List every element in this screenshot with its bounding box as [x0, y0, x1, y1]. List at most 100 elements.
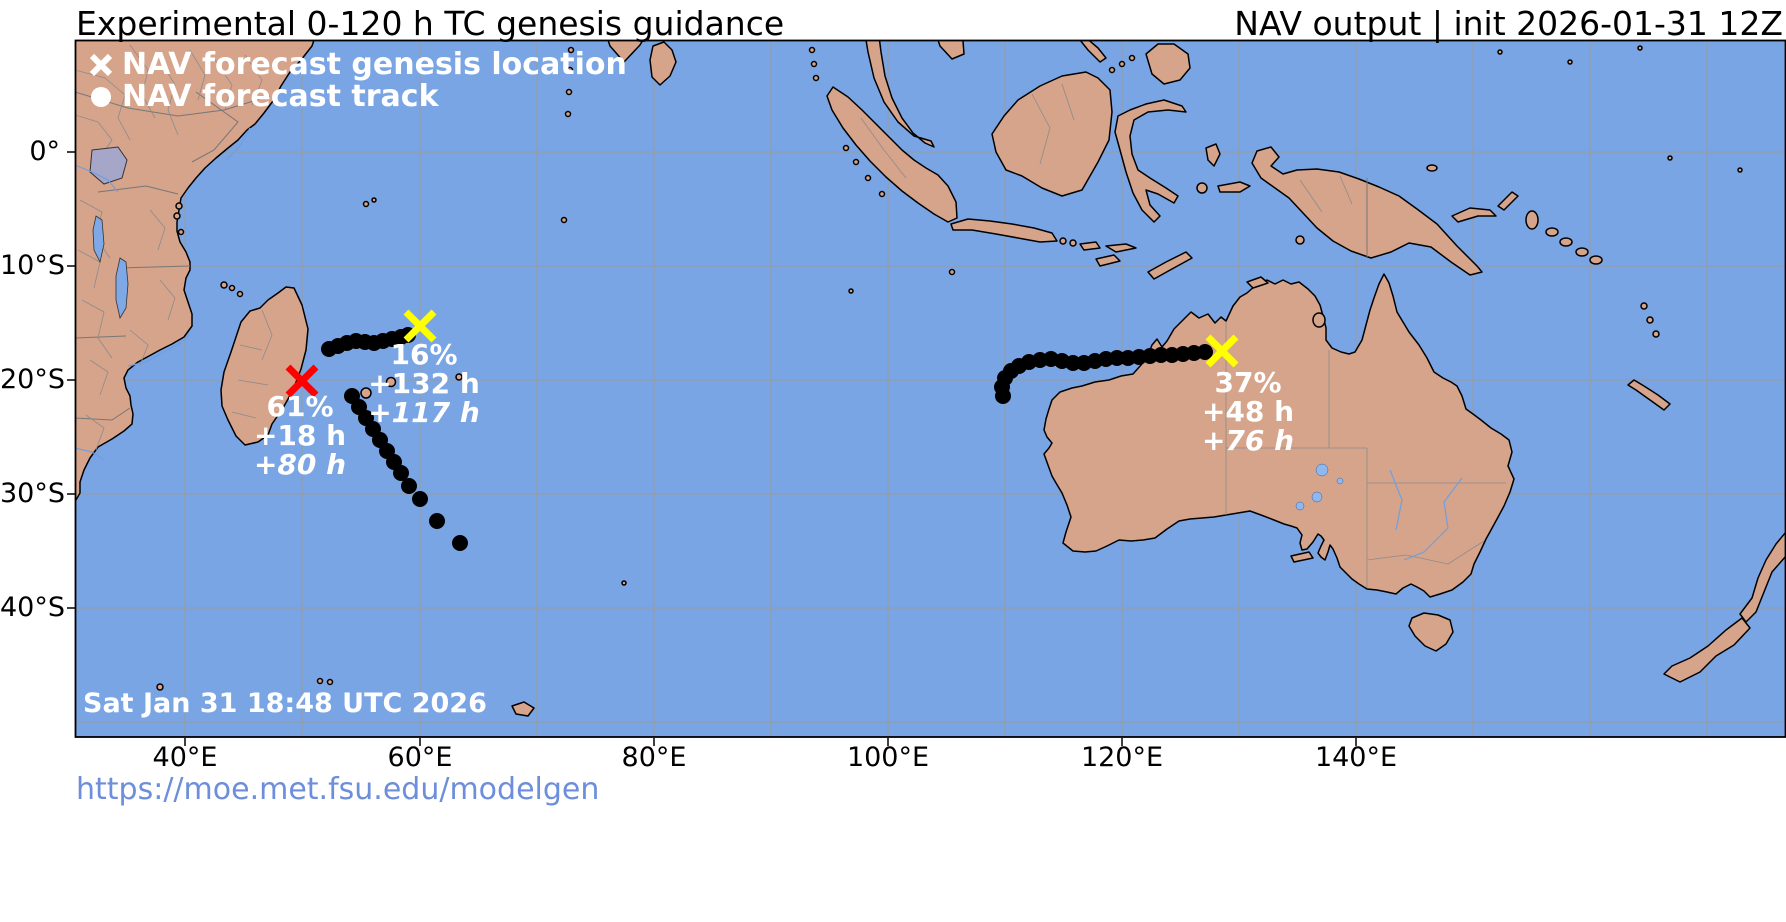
new-caledonia	[1627, 379, 1671, 411]
storm-genesis-hour: +18 h	[253, 419, 347, 452]
java	[950, 218, 1058, 243]
reunion	[360, 387, 372, 399]
sulu-island	[1128, 54, 1136, 62]
lat-tick-label-40s: 40°S	[0, 592, 65, 623]
mafia-island	[177, 228, 185, 236]
track-dot	[1153, 347, 1169, 363]
india-tip	[607, 40, 644, 63]
lon-tick-label-140e: 140°E	[1314, 742, 1398, 773]
maldives-atoll	[565, 88, 573, 96]
modelgen-url-link[interactable]: https://moe.met.fsu.edu/modelgen	[76, 772, 600, 807]
maldives-atoll	[566, 66, 574, 74]
africa-landmass	[75, 40, 315, 504]
seychelles-island	[362, 200, 370, 208]
storm-label-northwest-australia: 37% +48 h +76 h	[1108, 368, 1388, 455]
lon-tick-label-100e: 100°E	[846, 742, 930, 773]
tasmania	[1408, 612, 1454, 652]
micronesia-island	[1637, 45, 1643, 51]
genesis-x-marker	[285, 364, 319, 398]
lake-malawi	[115, 257, 129, 320]
track-dot	[412, 491, 428, 507]
storm-probability: 61%	[266, 390, 334, 423]
lat-tick-label-20s: 20°S	[0, 364, 65, 395]
storm-label-madagascar-east: 16% +132 h +117 h	[284, 340, 564, 427]
genesis-x-marker	[403, 309, 437, 343]
mentawai-island	[842, 144, 850, 152]
kerguelen	[511, 701, 535, 717]
storm-genesis-hour: +132 h	[368, 367, 480, 400]
storm-track-group	[285, 309, 1239, 551]
storm-genesis-hour: +48 h	[1201, 395, 1295, 428]
solomon-island	[1559, 237, 1573, 247]
solomon-island	[1575, 247, 1589, 257]
christmas-island	[948, 268, 956, 276]
new-ireland	[1497, 191, 1519, 211]
comoros-island	[220, 281, 228, 289]
seram	[1217, 181, 1251, 193]
rodrigues	[455, 373, 463, 381]
lombok	[1069, 239, 1077, 247]
palawan	[1079, 40, 1107, 63]
bali	[1059, 237, 1067, 245]
sulu-island	[1118, 60, 1126, 68]
amsterdam-island	[621, 580, 627, 586]
solomon-island	[1545, 227, 1559, 237]
madagascar	[220, 286, 309, 446]
melville-island	[1246, 276, 1269, 289]
sumatra	[826, 86, 958, 223]
nicobar-island	[810, 60, 818, 68]
new-zealand-north-island	[1739, 531, 1786, 623]
country-borders	[75, 91, 1368, 421]
axis-ticks	[67, 151, 1357, 746]
malay-peninsula	[865, 40, 935, 148]
zanzibar	[173, 212, 181, 220]
sulawesi	[1114, 99, 1187, 223]
mentawai-island	[852, 158, 860, 166]
micronesia-island	[1497, 49, 1503, 55]
halmahera	[1205, 143, 1221, 167]
new-britain	[1451, 207, 1497, 223]
inland-water	[75, 127, 1463, 561]
maldives-atoll	[564, 110, 572, 118]
ocean	[75, 40, 1786, 737]
track-dot	[393, 465, 409, 481]
genesis-x-marker	[1205, 334, 1239, 368]
storm-probability: 37%	[1214, 366, 1282, 399]
aru-island	[1295, 235, 1305, 245]
mayotte	[236, 290, 244, 298]
model-init-info: NAV output | init 2026-01-31 12Z	[1234, 4, 1783, 43]
lat-tick-label-30s: 30°S	[0, 478, 65, 509]
lake-victoria	[89, 146, 128, 185]
track-dot	[429, 513, 445, 529]
track-dot	[1065, 355, 1081, 371]
vanuatu-island	[1646, 316, 1654, 324]
bougainville	[1525, 210, 1539, 230]
lon-tick-label-60e: 60°E	[387, 742, 453, 773]
genesis-x-legend-icon	[89, 53, 113, 76]
track-dot	[401, 478, 417, 494]
indochina-tip	[937, 40, 965, 60]
nicobar-island	[812, 74, 820, 82]
sulu-island	[1108, 66, 1116, 74]
gilbert-island	[1667, 155, 1673, 161]
legend-track-label: NAV forecast track	[122, 79, 439, 114]
seychelles-island	[371, 197, 377, 203]
sumba	[1095, 254, 1121, 267]
mindanao	[1145, 43, 1191, 85]
lon-tick-label-40e: 40°E	[152, 742, 218, 773]
lat-tick-label-0: 0°	[29, 136, 60, 167]
sri-lanka	[649, 41, 677, 86]
chagos-island	[560, 216, 568, 224]
australian-salt-lakes	[1295, 463, 1344, 511]
track-dot	[1109, 350, 1125, 366]
kangaroo-island	[1290, 551, 1314, 563]
mentawai-island	[878, 190, 886, 198]
solomon-island	[1589, 255, 1603, 265]
borneo	[991, 71, 1113, 197]
lat-tick-label-10s: 10°S	[0, 250, 65, 281]
vanuatu-island	[1640, 302, 1648, 310]
crozet-island	[326, 678, 334, 686]
prince-edward-island	[156, 683, 164, 691]
cocos-island	[848, 288, 854, 294]
legend-genesis-label: NAV forecast genesis location	[122, 47, 627, 82]
